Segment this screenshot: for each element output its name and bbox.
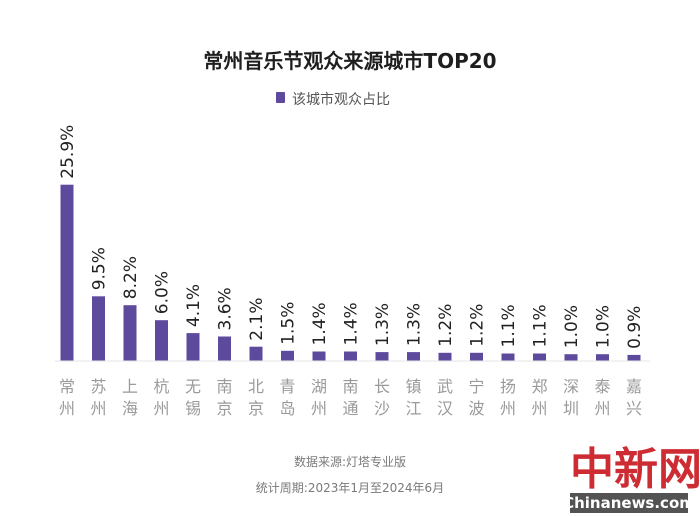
category-label-南通: 南通	[342, 377, 358, 418]
value-label-深圳: 1.0%	[562, 305, 582, 348]
statistics-period: 统计周期:2023年1月至2024年6月	[256, 481, 444, 495]
watermark-banner	[570, 493, 688, 513]
category-label-青岛: 青岛	[279, 377, 295, 418]
value-label-北京: 2.1%	[247, 297, 267, 340]
value-label-南通: 1.4%	[342, 302, 362, 345]
bar-长沙	[375, 352, 389, 361]
bar-青岛	[281, 350, 294, 361]
watermark-logo-text: 中新网	[570, 444, 700, 495]
category-label-泰州: 泰州	[594, 377, 610, 418]
bar-泰州	[596, 354, 609, 361]
legend: 该城市观众占比	[276, 91, 390, 108]
bar-郑州	[533, 353, 546, 361]
value-label-南京: 3.6%	[216, 287, 236, 330]
category-label-深圳: 深圳	[563, 377, 579, 418]
bar-扬州	[501, 353, 515, 361]
bar-杭州	[155, 320, 168, 361]
value-label-上海: 8.2%	[121, 256, 141, 299]
value-label-杭州: 6.0%	[153, 271, 173, 314]
bar-苏州	[92, 296, 105, 361]
value-label-group: 25.9% 9.5% 8.2% 6.0% 4.1% 3.6% 2.1% 1.5% 1.4% 1.4…	[58, 125, 645, 349]
category-label-苏州: 苏州	[90, 377, 106, 418]
category-label-扬州: 扬州	[500, 377, 516, 418]
bar-武汉	[438, 352, 452, 361]
watermark: 中新网 Chinanews.com	[563, 444, 700, 513]
bar-group	[60, 184, 641, 361]
category-label-北京: 北京	[248, 377, 264, 418]
value-label-无锡: 4.1%	[184, 284, 204, 327]
category-label-杭州: 杭州	[153, 377, 169, 418]
category-label-长沙: 长沙	[374, 377, 390, 418]
bar-北京	[249, 346, 263, 361]
value-label-长沙: 1.3%	[373, 303, 393, 346]
value-label-苏州: 9.5%	[90, 247, 110, 290]
legend-label: 该城市观众占比	[292, 91, 390, 108]
bar-嘉兴	[627, 354, 641, 361]
value-label-镇江: 1.3%	[405, 303, 425, 346]
category-label-嘉兴: 嘉兴	[626, 377, 642, 418]
bar-宁波	[470, 352, 483, 361]
bar-南京	[218, 336, 231, 361]
category-label-镇江: 镇江	[405, 377, 421, 418]
category-label-宁波: 宁波	[468, 377, 484, 418]
category-label-南京: 南京	[216, 377, 232, 418]
category-label-上海: 上海	[122, 377, 138, 418]
value-label-湖州: 1.4%	[310, 302, 330, 345]
value-label-青岛: 1.5%	[279, 302, 299, 345]
bar-深圳	[564, 354, 578, 361]
value-label-郑州: 1.1%	[531, 304, 551, 347]
category-label-郑州: 郑州	[531, 377, 547, 418]
bar-湖州	[312, 351, 326, 361]
chart-title: 常州音乐节观众来源城市TOP20	[203, 49, 496, 73]
value-label-武汉: 1.2%	[436, 304, 456, 347]
category-label-常州: 常州	[59, 377, 75, 418]
value-label-扬州: 1.1%	[499, 304, 519, 347]
bar-无锡	[186, 333, 200, 361]
bar-上海	[123, 305, 137, 361]
value-label-常州: 25.9%	[58, 125, 78, 179]
watermark-url: Chinanews.com	[563, 494, 695, 512]
category-label-无锡: 无锡	[185, 377, 201, 418]
legend-swatch	[276, 92, 285, 103]
bar-南通	[344, 351, 357, 361]
bar-常州	[60, 184, 74, 361]
value-label-泰州: 1.0%	[594, 305, 614, 348]
category-label-武汉: 武汉	[437, 377, 453, 418]
value-label-嘉兴: 0.9%	[625, 306, 645, 349]
data-source: 数据来源:灯塔专业版	[294, 454, 406, 469]
value-label-宁波: 1.2%	[468, 304, 488, 347]
category-label-湖州: 湖州	[311, 377, 327, 418]
bar-镇江	[407, 352, 420, 361]
